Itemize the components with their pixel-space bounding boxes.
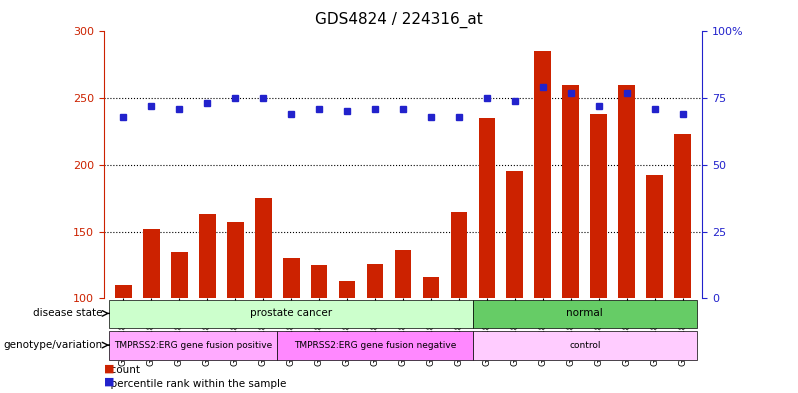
Bar (227, 222, 243, 298)
Bar (171, 252, 188, 298)
Bar (473, 300, 697, 328)
Bar (473, 331, 697, 360)
Bar (277, 331, 473, 360)
Text: TMPRSS2:ERG gene fusion positive: TMPRSS2:ERG gene fusion positive (114, 341, 272, 350)
Bar (115, 285, 132, 298)
Bar (563, 85, 579, 298)
Bar (618, 85, 635, 298)
Text: percentile rank within the sample: percentile rank within the sample (104, 379, 286, 389)
Text: ■: ■ (104, 364, 114, 373)
Text: control: control (569, 341, 601, 350)
Bar (109, 300, 473, 328)
Bar (507, 171, 523, 298)
Bar (255, 198, 271, 298)
Bar (282, 258, 299, 298)
Bar (535, 51, 551, 298)
Bar (674, 134, 691, 298)
Text: TMPRSS2:ERG gene fusion negative: TMPRSS2:ERG gene fusion negative (294, 341, 456, 350)
Text: prostate cancer: prostate cancer (250, 309, 332, 318)
Text: disease state: disease state (33, 309, 102, 318)
Bar (479, 118, 496, 298)
Bar (591, 114, 607, 298)
Text: count: count (104, 365, 140, 375)
Text: genotype/variation: genotype/variation (3, 340, 102, 350)
Bar (143, 229, 160, 298)
Bar (394, 250, 412, 298)
Text: ■: ■ (104, 377, 114, 387)
Bar (109, 331, 277, 360)
Bar (423, 277, 440, 298)
Bar (199, 214, 215, 298)
Bar (338, 281, 355, 298)
Bar (366, 264, 383, 298)
Bar (646, 176, 663, 298)
Bar (310, 265, 327, 298)
Text: GDS4824 / 224316_at: GDS4824 / 224316_at (315, 12, 483, 28)
Text: normal: normal (567, 309, 603, 318)
Bar (451, 211, 468, 298)
